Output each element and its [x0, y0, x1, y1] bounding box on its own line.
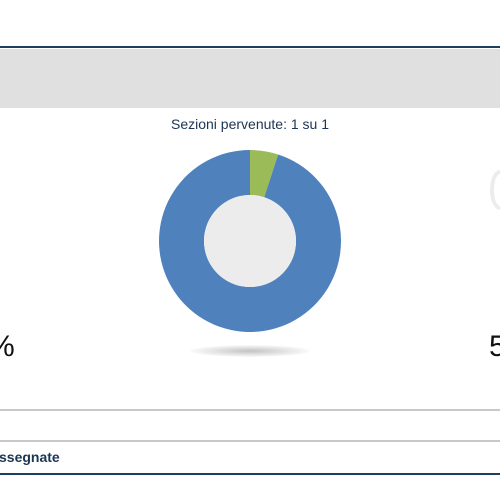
divider-line: [0, 409, 500, 411]
left-percentage-value: %: [0, 330, 15, 364]
chart-shadow: [190, 345, 310, 357]
donut-chart: [155, 146, 345, 336]
donut-slice-main: [159, 150, 342, 332]
donut-center: [204, 195, 296, 287]
donut-slice-minor: [250, 150, 279, 198]
assigned-sections-label: ssegnate: [0, 449, 60, 465]
right-chart-partial: [490, 170, 500, 210]
bottom-border: [0, 473, 500, 475]
header-band: [0, 49, 500, 108]
panel-top-border: [0, 46, 500, 48]
divider-line: [0, 440, 500, 442]
sections-received-label: Sezioni pervenute: 1 su 1: [171, 116, 329, 132]
right-percentage-value: 5: [489, 330, 500, 363]
donut-chart-svg: [159, 150, 342, 332]
